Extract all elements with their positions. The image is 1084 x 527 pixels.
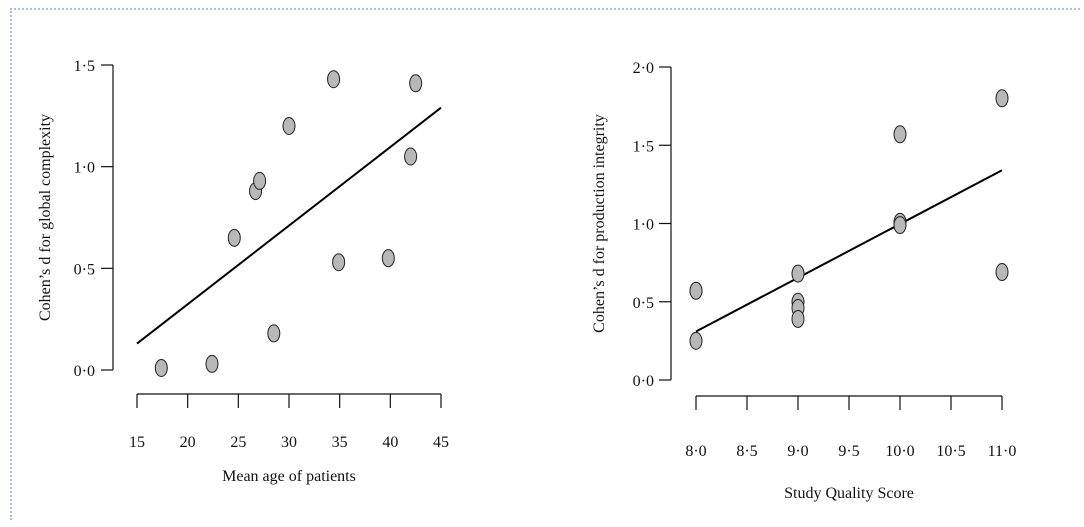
- chart-quality-vs-production-integrity: 8·0 8·5 9·0 9·5 10·0 10·5 11·0 0·0 0·5 1·0 1·5 2·0 S…: [591, 60, 1016, 502]
- y-tick-label: 1·5: [74, 58, 95, 75]
- figure-frame: [10, 8, 1080, 520]
- data-point: [689, 331, 703, 350]
- x-axis-title: Mean age of patients: [222, 468, 356, 485]
- y-tick-label: 0·5: [633, 295, 654, 312]
- regression-line: [136, 106, 442, 345]
- x-tick-label: 45: [433, 434, 449, 451]
- y-axis-title: Cohen’s d for production integrity: [591, 114, 608, 333]
- data-point: [282, 117, 296, 135]
- x-tick-label: 9·5: [838, 443, 859, 460]
- data-point: [689, 281, 703, 300]
- data-point: [154, 358, 168, 377]
- data-point: [227, 228, 241, 247]
- x-tick-label: 40: [382, 434, 398, 451]
- y-tick-label: 1·0: [74, 160, 95, 177]
- data-point: [409, 74, 423, 93]
- data-point: [995, 263, 1009, 282]
- data-point: [381, 249, 395, 268]
- regression-line: [695, 169, 1003, 333]
- data-point: [267, 324, 281, 343]
- x-tick-label: 8·0: [685, 443, 706, 460]
- data-point: [995, 89, 1009, 108]
- x-tick-label: 30: [281, 434, 297, 451]
- data-point: [327, 70, 341, 89]
- x-tick-label: 10·5: [936, 443, 965, 460]
- y-tick-label: 0·0: [74, 363, 95, 380]
- data-point: [253, 171, 267, 190]
- y-tick-label: 0·0: [633, 373, 654, 390]
- data-point: [332, 253, 346, 272]
- x-tick-label: 9·0: [787, 443, 808, 460]
- x-tick-label: 8·5: [736, 443, 757, 460]
- data-point: [404, 147, 418, 166]
- x-axis-title: Study Quality Score: [784, 485, 914, 502]
- chart-age-vs-global-complexity: 15 20 25 30 35 40 45 0·0 0·5 1·0 1·5 Mean age of pa…: [37, 58, 449, 485]
- x-tick-label: 15: [129, 434, 145, 451]
- y-tick-label: 2·0: [633, 60, 654, 77]
- x-tick-label: 20: [180, 434, 196, 451]
- x-tick-label: 10·0: [885, 443, 914, 460]
- y-tick-label: 1·5: [633, 138, 654, 155]
- data-point: [205, 354, 219, 373]
- x-tick-label: 25: [230, 434, 246, 451]
- y-tick-label: 1·0: [633, 217, 654, 234]
- data-point: [791, 309, 805, 328]
- y-axis-title: Cohen’s d for global complexity: [37, 114, 54, 321]
- y-tick-label: 0·5: [74, 261, 95, 278]
- data-point: [791, 264, 805, 283]
- x-tick-label: 35: [332, 434, 348, 451]
- x-tick-label: 11·0: [988, 443, 1017, 460]
- data-point: [893, 216, 907, 235]
- data-point: [893, 125, 907, 144]
